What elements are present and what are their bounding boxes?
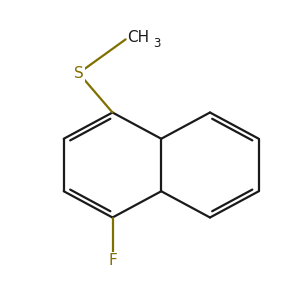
- Text: 3: 3: [153, 37, 160, 50]
- Text: CH: CH: [128, 30, 150, 45]
- Text: S: S: [74, 66, 84, 81]
- Text: F: F: [108, 253, 117, 268]
